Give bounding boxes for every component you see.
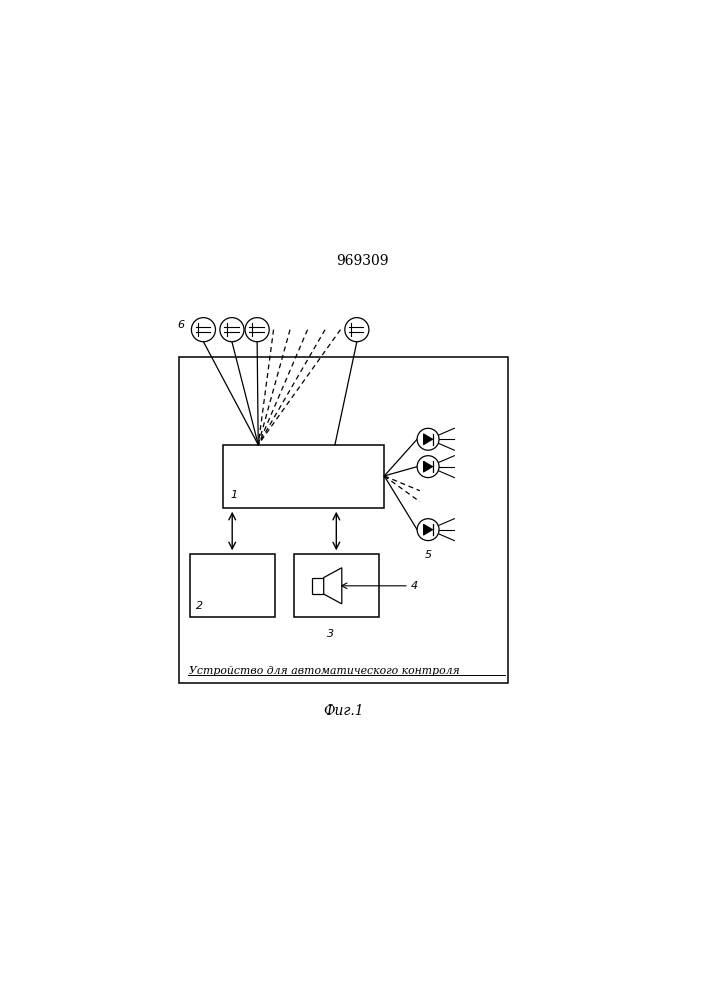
Text: 4: 4 xyxy=(411,581,418,591)
Circle shape xyxy=(220,318,244,342)
Text: 5: 5 xyxy=(424,550,432,560)
Circle shape xyxy=(192,318,216,342)
Text: Фиг.1: Фиг.1 xyxy=(323,704,363,718)
Circle shape xyxy=(245,318,269,342)
Text: 2: 2 xyxy=(197,601,204,611)
Polygon shape xyxy=(423,524,433,535)
Polygon shape xyxy=(324,568,341,604)
Text: 1: 1 xyxy=(231,490,238,500)
Bar xyxy=(312,578,324,594)
Circle shape xyxy=(417,519,439,541)
Polygon shape xyxy=(423,434,433,445)
Circle shape xyxy=(417,456,439,478)
Circle shape xyxy=(345,318,369,342)
Circle shape xyxy=(417,428,439,450)
Text: 6: 6 xyxy=(177,320,185,330)
Bar xyxy=(179,357,508,683)
Bar xyxy=(294,554,379,617)
Bar xyxy=(189,554,274,617)
Text: 969309: 969309 xyxy=(336,254,389,268)
Text: Устройство для автоматического контроля: Устройство для автоматического контроля xyxy=(189,666,460,676)
Text: 3: 3 xyxy=(327,629,334,639)
Bar xyxy=(223,445,385,508)
Polygon shape xyxy=(423,461,433,472)
